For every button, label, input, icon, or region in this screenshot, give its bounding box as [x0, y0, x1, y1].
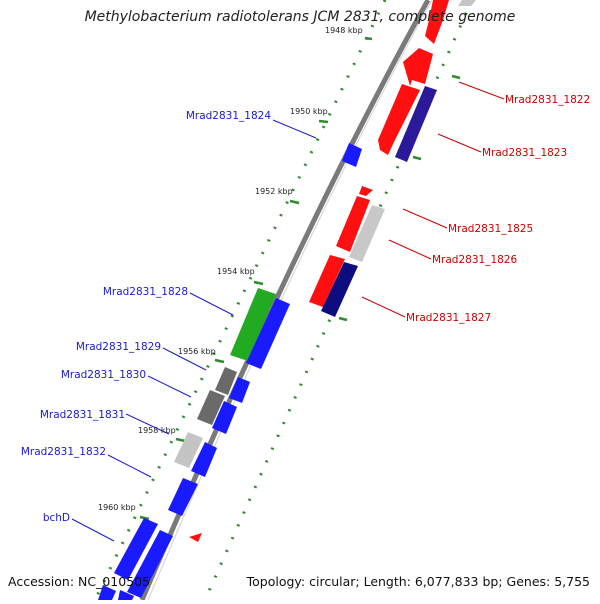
gene-mrad2831-1826-gray: [349, 205, 385, 262]
tick-1958: [175, 437, 186, 443]
gene-mrad2831-1832-blue: [191, 442, 217, 477]
leader-mrad2831-1827: [361, 296, 406, 318]
tick-1954: [253, 280, 264, 286]
gene-mrad2831-1823-red: [378, 84, 420, 155]
scale-label-1948: 1948 kbp: [325, 26, 363, 35]
leader-mrad2831-1826: [388, 239, 432, 260]
gene-bchd-1: [114, 518, 158, 580]
gene-mrad2831-1830-blue: [229, 377, 250, 403]
label-mrad2831-1831: Mrad2831_1831: [40, 409, 125, 421]
tick-1956: [214, 358, 225, 364]
gene-blue-bottom-1: [98, 585, 116, 600]
tick-1950: [318, 119, 329, 124]
inner-guide-dotted: [203, 0, 474, 601]
gene-mrad2831-1831: [212, 401, 237, 434]
leader-mrad2831-1823: [437, 133, 482, 153]
leader-mrad2831-1832: [107, 454, 152, 478]
leader-bchd: [71, 518, 115, 542]
tick-inner-2: [412, 155, 422, 161]
tick-1948: [364, 36, 373, 41]
gene-mrad2831-1828-blue: [246, 298, 290, 369]
gene-blue-bottom-2: [118, 590, 134, 600]
tick-1952: [289, 199, 300, 205]
label-bchd: bchD: [43, 512, 70, 524]
gene-mrad2831-1824: [342, 143, 362, 167]
label-mrad2831-1828: Mrad2831_1828: [103, 286, 188, 298]
genome-backbone-highlight: [147, 0, 433, 601]
label-mrad2831-1829: Mrad2831_1829: [76, 341, 161, 353]
scale-label-1950: 1950 kbp: [290, 107, 328, 116]
gene-mrad2831-1825: [359, 186, 373, 196]
gene-mrad2831-1826-red: [336, 196, 370, 252]
scale-label-1958: 1958 kbp: [138, 426, 176, 435]
gene-mrad2831-1823-navy: [395, 86, 437, 162]
tick-1960: [139, 515, 150, 521]
gene-mrad2831-1827-navy: [321, 262, 358, 317]
gene-mrad2831-1828-green: [230, 288, 276, 361]
scale-label-1952: 1952 kbp: [255, 187, 293, 196]
label-mrad2831-1824: Mrad2831_1824: [186, 110, 271, 122]
tick-inner-1: [451, 74, 461, 80]
map-title: Methylobacterium radiotolerans JCM 2831,…: [84, 9, 516, 25]
gene-red-top: [425, 0, 449, 44]
gene-red-small-arrow: [189, 533, 202, 542]
gene-mrad2831-1832-gray: [174, 432, 203, 468]
gene-mrad2831-1822: [403, 48, 433, 86]
label-mrad2831-1830: Mrad2831_1830: [61, 369, 146, 381]
tick-inner-3: [338, 316, 348, 322]
gene-blue-mid: [168, 478, 198, 516]
gene-mrad2831-1830-gray: [197, 390, 225, 425]
gene-mrad2831-1829: [215, 367, 237, 395]
scale-label-1956: 1956 kbp: [178, 347, 216, 356]
gene-mrad2831-1827-red: [309, 255, 345, 307]
label-mrad2831-1822: Mrad2831_1822: [505, 94, 590, 106]
gene-bchd-2: [127, 530, 173, 598]
genome-summary-text: Topology: circular; Length: 6,077,833 bp…: [246, 574, 590, 589]
gene-gray-fragment: [458, 0, 476, 6]
leader-mrad2831-1829: [162, 347, 207, 371]
leader-mrad2831-1831: [125, 413, 170, 435]
leader-mrad2831-1830: [147, 375, 192, 398]
scale-label-1960: 1960 kbp: [98, 503, 136, 512]
leader-mrad2831-1824: [272, 119, 317, 139]
label-mrad2831-1823: Mrad2831_1823: [482, 147, 567, 159]
label-mrad2831-1826: Mrad2831_1826: [432, 254, 517, 266]
label-mrad2831-1825: Mrad2831_1825: [448, 223, 533, 235]
leader-mrad2831-1825: [402, 208, 448, 229]
label-mrad2831-1832: Mrad2831_1832: [21, 446, 106, 458]
leader-mrad2831-1822: [458, 81, 505, 100]
accession-text: Accession: NC_010505: [8, 574, 151, 589]
label-mrad2831-1827: Mrad2831_1827: [406, 312, 491, 324]
leader-mrad2831-1828: [189, 292, 234, 316]
scale-label-1954: 1954 kbp: [217, 267, 255, 276]
